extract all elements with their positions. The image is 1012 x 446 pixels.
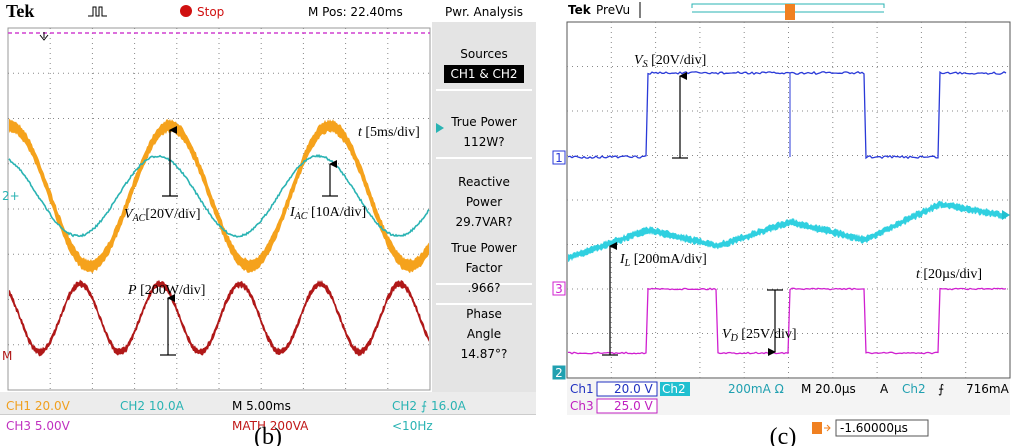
trigger-offset: -1.60000µs (840, 421, 908, 435)
menu-item: Factor (466, 261, 503, 275)
brand: Tek (568, 3, 592, 17)
figure: Tek Stop M Pos: 22.40ms Pwr. Analysis 2+… (0, 0, 1012, 446)
panel-b: Tek Stop M Pos: 22.40ms Pwr. Analysis 2+… (0, 0, 536, 446)
menu-item: Power (466, 195, 502, 209)
status-trigger-ch: Ch2 (902, 382, 926, 396)
menu-title: Pwr. Analysis (445, 5, 523, 19)
trigger-icon (812, 422, 822, 434)
annotation: t [5ms/div] (358, 125, 420, 140)
trigger-icon (785, 4, 795, 20)
status-ch2: Ch2 (662, 382, 686, 396)
status-ch3-scale: 25.0 V (614, 399, 654, 413)
menu-item: 29.7VAR? (455, 215, 512, 229)
position: M Pos: 22.40ms (308, 5, 403, 19)
status-trigger-src: A (880, 382, 889, 396)
caption: (b) (254, 424, 282, 446)
trigger-slope: ⨍ (938, 382, 944, 396)
brand: Tek (6, 1, 34, 21)
divider (0, 414, 536, 415)
status-time: M 20.0µs (801, 382, 856, 396)
ch-marker: 2+ (2, 189, 20, 203)
status-ch3: CH3 5.00V (6, 419, 71, 433)
status-ch1: Ch1 (570, 382, 594, 396)
channel-marker: 2 (555, 366, 563, 380)
status-ch1: CH1 20.0V (6, 399, 71, 413)
menu-item: True Power (450, 241, 517, 255)
status-ch2-scale: 200mA Ω (728, 382, 784, 396)
status-ch1-scale: 20.0 V (614, 382, 654, 396)
caption: (c) (770, 424, 797, 446)
channel-marker: 3 (555, 282, 563, 296)
menu-item: CH1 & CH2 (450, 67, 517, 81)
panel-c: Tek PreVu 132 VS [20V/div] IL [200mA/div… (553, 2, 1010, 446)
channel-markers: 1 3 2 (553, 151, 565, 380)
menu-item: 14.87°? (461, 347, 508, 361)
menu-item: Phase (466, 307, 502, 321)
status-time: M 5.00ms (232, 399, 291, 413)
run-status: Stop (197, 5, 224, 19)
status-trigger-level: 716mA (966, 382, 1010, 396)
annotation: IL [200mA/div] (619, 252, 707, 269)
menu-item: .966? (467, 281, 500, 295)
channel-marker: 1 (555, 151, 563, 165)
menu-item: Reactive (458, 175, 510, 189)
status-ch3: Ch3 (570, 399, 594, 413)
status-freq: <10Hz (392, 419, 433, 433)
trigger-icon (824, 425, 830, 431)
menu-item: Angle (467, 327, 501, 341)
ch-marker: M (2, 349, 12, 363)
status-ch2: CH2 10.0A (120, 399, 185, 413)
mode: PreVu (596, 3, 630, 17)
stop-icon (180, 5, 192, 17)
menu-item: 112W? (463, 135, 504, 149)
status-trigger: CH2 ⨍ 16.0A (392, 399, 467, 413)
menu-item: Sources (460, 47, 507, 61)
annotation: t [20µs/div] (916, 267, 982, 282)
annotation: P [200W/div] (127, 283, 205, 298)
menu-item: True Power (450, 115, 517, 129)
